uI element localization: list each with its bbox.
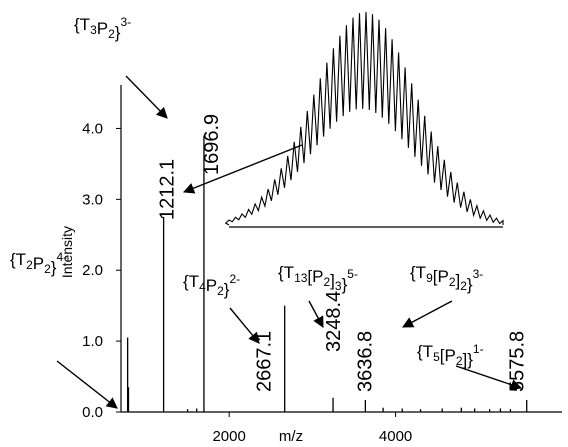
compound-annotation: {T3P2}3- [74,15,131,42]
x-tick-label: 2000 [212,428,245,445]
peak-mz-label: 1696.9 [201,114,223,175]
y-tick-label: 4.0 [82,120,103,137]
compound-annotation: {T5[P2]}1- [417,342,484,369]
y-tick-label: 2.0 [82,262,103,279]
x-axis-title: m/z [279,428,303,445]
peak-mz-label: 1212.1 [157,159,179,220]
y-tick-label: 1.0 [82,333,103,350]
annotation-arrow [308,300,324,328]
compound-annotation: {T9[P2]2}3- [410,263,483,294]
annotation-arrow [125,75,168,119]
y-tick-label: 3.0 [82,191,103,208]
annotation-arrow [402,300,453,328]
compound-annotation: {T4P2}2- [183,272,240,299]
inset-arrow [182,144,303,194]
annotation-arrow [455,365,523,391]
peak-mz-label: 3248.4 [323,291,345,352]
peak-mz-label: 2667.1 [254,331,276,392]
inset-isotope-envelope [224,11,504,226]
annotation-arrow [56,360,118,409]
y-axis-title: Intensity [59,226,75,278]
peak-mz-label: 5575.8 [507,331,529,392]
compound-annotation: {T2P2}4- [10,250,67,277]
peak-mz-label: 3636.8 [354,331,376,392]
compound-annotation: {T13[P2]3}5- [278,263,358,294]
annotation-arrow [229,307,260,344]
y-tick-label: 0.0 [82,404,103,421]
x-tick-label: 4000 [379,428,412,445]
